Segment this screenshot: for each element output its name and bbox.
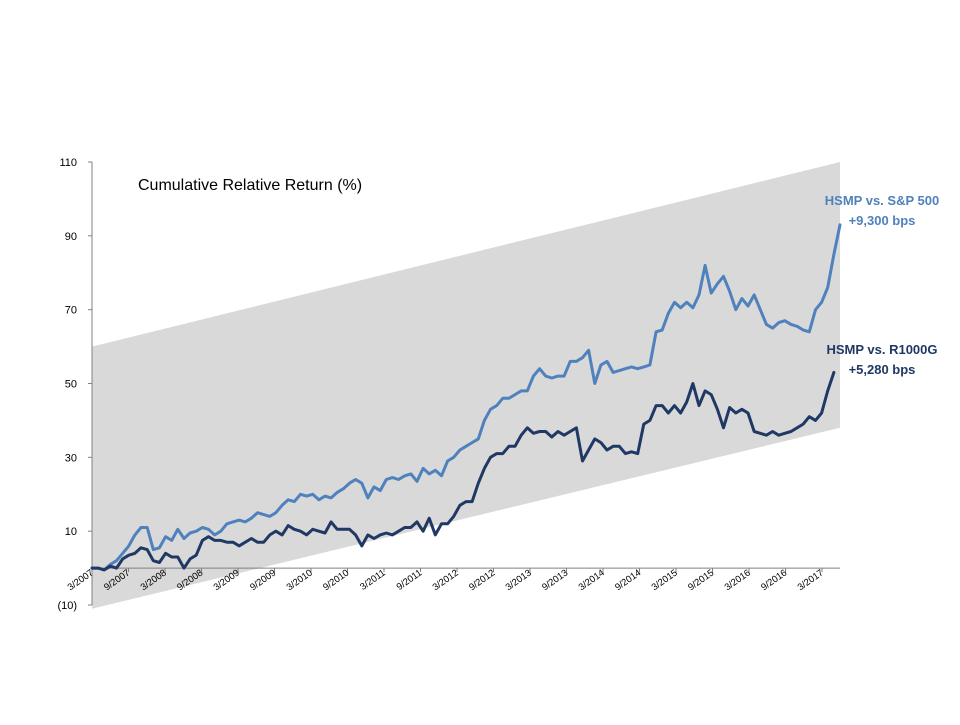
x-tick-label: 9/2012 — [467, 568, 497, 594]
series-line-r1000g — [90, 370, 836, 572]
x-tick-label: 9/2011 — [395, 568, 425, 593]
y-tick-label: 70 — [65, 305, 77, 317]
x-tick-label: 3/2014 — [577, 568, 607, 594]
y-tick-label: (10) — [57, 600, 77, 612]
x-tick-label: 9/2010 — [321, 568, 351, 594]
y-tick-label: 90 — [65, 231, 77, 243]
x-tick-label: 3/2011 — [358, 568, 388, 593]
x-tick-label: 3/2017 — [796, 568, 826, 594]
y-tick-label: 30 — [65, 452, 77, 464]
x-tick-label: 3/2015 — [650, 568, 680, 594]
x-tick-label: 3/2016 — [723, 568, 753, 594]
x-tick-label: 3/2012 — [431, 568, 461, 594]
x-tick-label: 9/2013 — [540, 568, 570, 594]
annotation-bps-value: +5,280 bps — [849, 362, 916, 377]
x-tick-label: 9/2016 — [759, 568, 789, 594]
annotation-bps-value: +9,300 bps — [849, 213, 916, 228]
x-tick-label: 3/2013 — [504, 568, 534, 594]
y-axis: 110 90 70 50 30 10 (10) — [57, 157, 93, 612]
series-lines — [90, 223, 842, 572]
y-tick-label: 50 — [65, 379, 77, 391]
series-annotations: HSMP vs. S&P 500 +9,300 bps HSMP vs. R1000… — [825, 193, 939, 377]
x-tick-label: 3/2007 — [66, 568, 96, 594]
series-line-sp500 — [90, 223, 842, 572]
annotation-series-name: HSMP vs. S&P 500 — [825, 193, 939, 208]
x-tick-label: 9/2014 — [613, 568, 643, 594]
range-band — [92, 162, 840, 609]
x-tick-label: 3/2010 — [285, 568, 315, 594]
chart-title: Cumulative Relative Return (%) — [138, 177, 362, 194]
x-tick-label: 9/2009 — [248, 568, 278, 594]
y-tick-label: 10 — [65, 526, 77, 538]
y-tick-label: 110 — [59, 157, 77, 169]
x-tick-label: 9/2015 — [686, 568, 716, 594]
annotation-series-name: HSMP vs. R1000G — [826, 342, 937, 357]
